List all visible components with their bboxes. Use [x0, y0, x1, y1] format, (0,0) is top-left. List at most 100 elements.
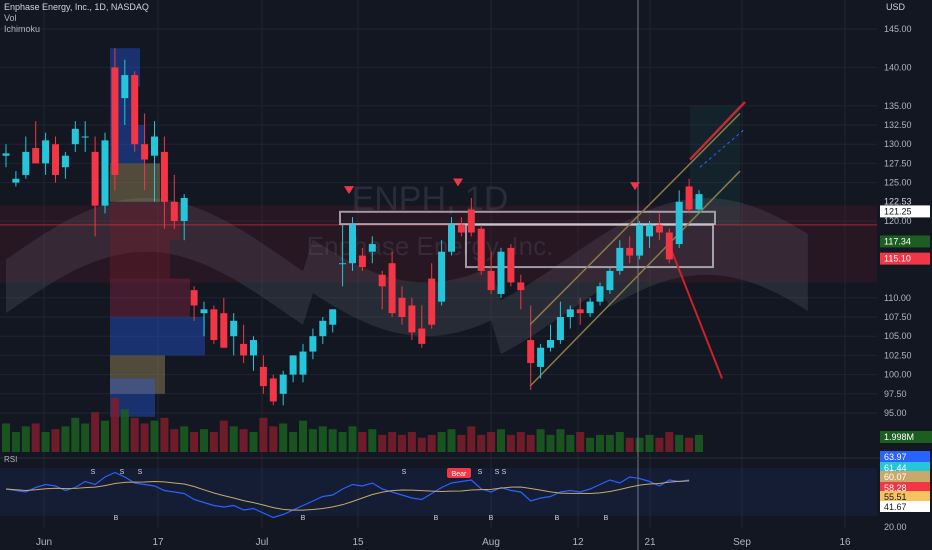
indicator-ichimoku[interactable]: Ichimoku [4, 24, 41, 34]
volume-profile-row [110, 355, 165, 394]
time-tick-label: Jun [36, 537, 52, 548]
candle-body [616, 247, 624, 271]
time-axis[interactable]: Jun 17 Jul 15 Aug 12 21 Sep 16 [36, 537, 851, 548]
rsi-label-box [880, 482, 930, 493]
rsi-buy-marker: B [604, 515, 609, 522]
volume-bar [279, 423, 288, 452]
symbol-line[interactable]: Enphase Energy, Inc., 1D, NASDAQ [4, 2, 149, 12]
volume-bar [695, 434, 703, 452]
volume-bar [655, 437, 664, 452]
volume-bar [81, 423, 90, 452]
volume-bar [101, 420, 109, 452]
candle-body [220, 313, 228, 348]
candle-body [547, 340, 554, 348]
candle-body [279, 374, 287, 394]
volume-bar [467, 426, 476, 452]
volume-bar [546, 434, 555, 452]
price-label: 121.25 [884, 206, 912, 216]
candle-body [299, 351, 307, 375]
rsi-tick-label: 60.07 [884, 472, 907, 482]
price-label: 115.10 [884, 254, 911, 264]
candle-body [230, 320, 238, 337]
rsi-buy-marker: B [301, 515, 306, 522]
volume-bar [160, 417, 169, 452]
rsi-buy-marker: B [555, 515, 560, 522]
volume-profile-row [110, 201, 180, 241]
time-tick-label: 16 [839, 537, 851, 548]
rsi-label-box [880, 471, 930, 482]
candle-body [151, 136, 158, 156]
volume-bar [635, 437, 644, 452]
candle-body [259, 366, 267, 387]
indicator-vol[interactable]: Vol [4, 13, 17, 23]
candle-body [665, 232, 673, 260]
candle-body [71, 128, 79, 145]
volume-bar [299, 420, 307, 452]
volume-bar [249, 432, 258, 452]
volume-bar [51, 429, 60, 452]
time-tick-label: Sep [733, 537, 751, 548]
candle-body [349, 224, 356, 264]
volume-bar [41, 432, 50, 452]
volume-bar [457, 434, 466, 452]
volume-bar [11, 432, 20, 452]
price-tick-label: 110.00 [884, 293, 911, 303]
candle-body [141, 144, 149, 160]
rsi-line [5, 471, 690, 519]
candle-body [61, 155, 69, 168]
candle-body [170, 201, 178, 221]
candle-body [52, 144, 59, 175]
price-tick-label: 145.00 [884, 24, 912, 34]
volume-bars [2, 397, 703, 452]
price-tick-label: 135.00 [884, 101, 912, 111]
volume-bar [338, 432, 347, 452]
sell-arrow-icon [630, 182, 640, 191]
volume-bar [269, 426, 278, 452]
candle-body [685, 186, 693, 210]
price-tick-label: 97.50 [884, 389, 907, 399]
volume-bar [506, 434, 515, 452]
volume-bar [477, 434, 486, 452]
volume-bar [576, 432, 585, 452]
price-label: 122.53 [884, 197, 912, 207]
volume-bar [407, 432, 416, 452]
candle-body [160, 151, 168, 202]
volume-bar [645, 434, 654, 452]
candle-body [586, 301, 594, 314]
candle-body [32, 148, 40, 164]
rsi-sell-marker: S [478, 469, 483, 476]
sell-arrow-icon [453, 178, 463, 187]
time-tick-label: 21 [644, 537, 656, 548]
candle-body [42, 140, 50, 164]
candle-body [190, 290, 198, 306]
time-tick-label: 12 [572, 537, 584, 548]
volume-bar [586, 437, 595, 452]
candles [2, 48, 703, 406]
price-label-box [880, 235, 930, 248]
candle-body [398, 297, 406, 317]
candle-body [339, 263, 347, 265]
price-tick-label: 105.00 [884, 331, 912, 341]
volume-bar [615, 432, 624, 452]
candle-body [309, 336, 317, 352]
volume-bar [61, 426, 70, 452]
volume-bar [239, 429, 248, 452]
channel-lower [529, 170, 741, 387]
time-tick-label: 15 [352, 537, 364, 548]
volume-bar [259, 417, 268, 452]
candle-body [91, 151, 99, 206]
price-tick-label: 95.00 [884, 408, 907, 418]
rsi-tick-label: 41.67 [884, 502, 907, 512]
price-tick-label: 120.00 [884, 216, 912, 226]
bear-tag [447, 468, 471, 478]
price-tick-label: 130.00 [884, 139, 912, 149]
bear-tag-label: Bear [452, 471, 467, 478]
candle-body [596, 286, 604, 302]
price-axis[interactable]: USD 145.00 140.00 135.00 132.50 130.00 127.50 1… [880, 2, 932, 532]
candle-body [250, 340, 257, 356]
rsi-tick-label: 20.00 [884, 522, 907, 532]
candle-body [448, 224, 455, 252]
volume-label-box [880, 431, 932, 443]
